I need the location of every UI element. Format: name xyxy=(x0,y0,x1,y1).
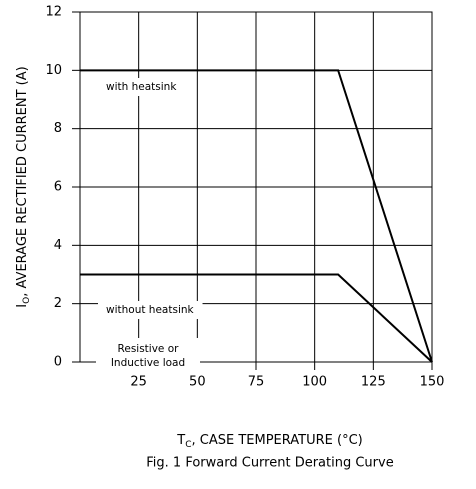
y-tick-label: 0 xyxy=(54,355,62,370)
chart-title: Fig. 1 Forward Current Derating Curve xyxy=(146,456,393,471)
annotation: Resistive or xyxy=(118,343,180,355)
x-tick-label: 100 xyxy=(302,375,327,390)
y-tick-label: 2 xyxy=(54,296,62,311)
x-axis-label: TC, CASE TEMPERATURE (°C) xyxy=(176,433,362,450)
annotation: Inductive load xyxy=(111,357,185,369)
x-tick-label: 50 xyxy=(189,375,206,390)
y-tick-label: 12 xyxy=(45,5,62,20)
x-tick-label: 150 xyxy=(420,375,445,390)
series-label: with heatsink xyxy=(106,81,177,93)
x-tick-label: 125 xyxy=(361,375,386,390)
y-axis-label: IO, AVERAGE RECTIFIED CURRENT (A) xyxy=(15,66,32,307)
series-label-bg xyxy=(98,78,186,96)
series-label: without heatsink xyxy=(106,304,195,316)
x-axis-label-subscript: C xyxy=(185,440,191,450)
x-tick-label: 75 xyxy=(248,375,265,390)
series-label-bg xyxy=(98,301,203,319)
y-axis-label-subscript: O xyxy=(22,297,32,304)
x-axis-label-symbol: T xyxy=(176,433,185,448)
y-tick-label: 6 xyxy=(54,180,62,195)
x-axis-label-text: , CASE TEMPERATURE (°C) xyxy=(192,433,363,448)
annotation-bg xyxy=(96,338,200,374)
series-line xyxy=(80,273,433,363)
y-axis-label-text: , AVERAGE RECTIFIED CURRENT (A) xyxy=(15,66,30,297)
y-tick-label: 10 xyxy=(45,63,62,78)
y-axis-label-symbol: I xyxy=(15,304,30,308)
series-line xyxy=(80,69,433,363)
y-tick-label: 8 xyxy=(54,121,62,136)
y-tick-label: 4 xyxy=(54,238,62,253)
x-tick-label: 25 xyxy=(130,375,147,390)
